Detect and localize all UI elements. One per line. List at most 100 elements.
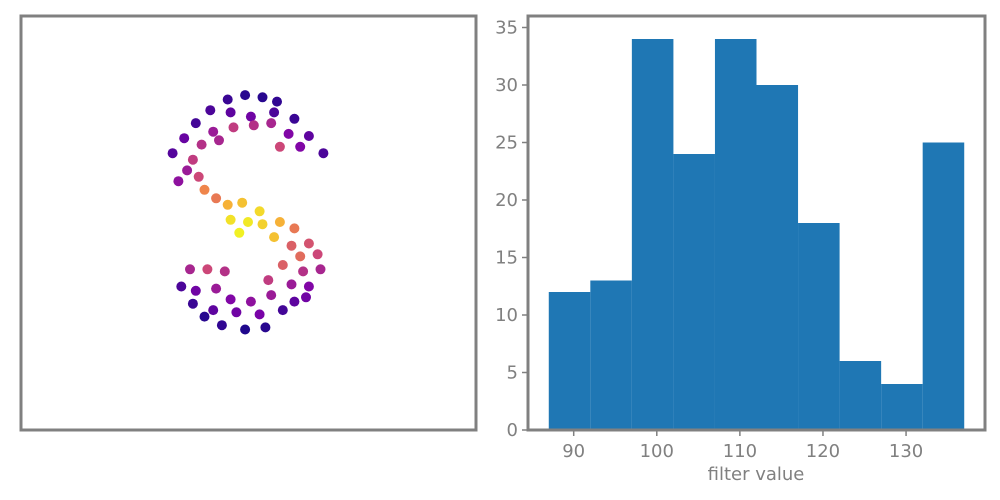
scatter-point-30 xyxy=(237,197,248,208)
scatter-point-43 xyxy=(277,260,288,270)
y-tick-label-5: 25 xyxy=(495,133,518,154)
scatter-point-40 xyxy=(303,238,314,249)
scatter-point-34 xyxy=(257,219,268,230)
scatter-point-4 xyxy=(205,105,216,116)
histogram-bar-4 xyxy=(714,39,757,430)
scatter-point-56 xyxy=(245,296,256,307)
scatter-point-25 xyxy=(193,171,204,182)
scatter-point-58 xyxy=(289,296,300,307)
scatter-point-17 xyxy=(196,139,207,150)
scatter-point-23 xyxy=(187,154,198,165)
scatter-point-39 xyxy=(286,240,297,251)
histogram-y-axis: 0 5 10 15 20 25 30 35 xyxy=(495,18,528,441)
scatter-point-37 xyxy=(234,227,245,238)
histogram-bar-5 xyxy=(756,85,799,430)
scatter-point-53 xyxy=(190,285,201,296)
scatter-point-46 xyxy=(202,264,213,275)
scatter-point-19 xyxy=(274,141,285,152)
scatter-point-20 xyxy=(295,141,306,152)
scatter-point-11 xyxy=(228,122,239,133)
scatter-point-28 xyxy=(211,193,222,204)
scatter-point-35 xyxy=(274,217,285,227)
scatter-point-54 xyxy=(211,283,222,294)
scatter-point-50 xyxy=(286,279,297,290)
scatter-point-61 xyxy=(208,305,219,316)
scatter-point-29 xyxy=(222,199,233,210)
scatter-point-49 xyxy=(263,275,274,286)
histogram-bar-2 xyxy=(631,39,674,430)
scatter-point-7 xyxy=(269,107,280,118)
scatter-point-68 xyxy=(199,311,210,322)
histogram-frame xyxy=(526,14,987,432)
scatter-point-62 xyxy=(231,307,242,318)
histogram-bars xyxy=(548,39,965,430)
scatter-point-5 xyxy=(225,107,236,118)
y-tick-label-6: 30 xyxy=(495,75,518,96)
scatter-point-51 xyxy=(303,281,314,292)
scatter-point-16 xyxy=(179,133,190,144)
scatter-point-47 xyxy=(219,266,230,277)
histogram-bar-3 xyxy=(673,154,715,430)
scatter-point-64 xyxy=(277,305,288,316)
histogram-bar-7 xyxy=(839,361,882,430)
scatter-point-59 xyxy=(301,292,311,303)
scatter-points xyxy=(167,90,329,335)
x-tick-label-0: 90 xyxy=(562,441,585,462)
scatter-point-24 xyxy=(182,165,193,176)
scatter-point-6 xyxy=(245,111,256,122)
scatter-point-1 xyxy=(240,90,251,101)
x-tick-label-4: 130 xyxy=(889,441,923,462)
scatter-point-13 xyxy=(266,118,277,129)
x-tick-label-1: 100 xyxy=(640,441,674,462)
scatter-point-41 xyxy=(295,251,306,262)
scatter-point-32 xyxy=(225,214,236,225)
scatter-point-21 xyxy=(318,148,329,159)
scatter-point-42 xyxy=(312,249,323,260)
histogram-bar-6 xyxy=(798,223,840,430)
scatter-frame xyxy=(19,14,478,432)
scatter-point-60 xyxy=(187,298,198,309)
histogram-bar-8 xyxy=(881,384,923,430)
scatter-point-8 xyxy=(289,113,300,124)
scatter-point-14 xyxy=(283,128,294,139)
scatter-point-48 xyxy=(185,264,195,275)
histogram-panel: 90 100 110 120 130 0 5 10 15 20 25 30 35 filter val… xyxy=(495,14,987,485)
scatter-point-38 xyxy=(269,232,280,243)
scatter-panel xyxy=(19,14,478,432)
scatter-point-31 xyxy=(254,206,265,217)
x-tick-label-2: 110 xyxy=(723,441,757,462)
scatter-point-22 xyxy=(167,148,178,159)
histogram-x-axis: 90 100 110 120 130 xyxy=(562,430,923,462)
scatter-point-33 xyxy=(243,217,253,227)
y-tick-label-2: 10 xyxy=(495,305,518,326)
y-tick-label-1: 5 xyxy=(507,363,518,384)
scatter-point-26 xyxy=(173,176,184,187)
scatter-point-27 xyxy=(199,184,210,195)
scatter-point-0 xyxy=(222,94,233,105)
scatter-point-2 xyxy=(257,92,268,103)
y-tick-label-4: 20 xyxy=(495,190,518,211)
scatter-point-3 xyxy=(272,96,282,107)
histogram-bar-9 xyxy=(922,142,965,430)
scatter-point-9 xyxy=(190,118,201,129)
scatter-point-10 xyxy=(208,126,219,137)
scatter-point-36 xyxy=(289,223,300,234)
scatter-point-63 xyxy=(254,309,265,320)
scatter-point-45 xyxy=(315,264,326,275)
y-tick-label-0: 0 xyxy=(507,420,518,441)
scatter-point-18 xyxy=(214,135,224,146)
y-tick-label-7: 35 xyxy=(495,18,518,39)
scatter-point-66 xyxy=(240,324,251,335)
y-tick-label-3: 15 xyxy=(495,248,518,269)
scatter-point-44 xyxy=(298,266,309,277)
scatter-point-55 xyxy=(225,294,236,305)
x-tick-label-3: 120 xyxy=(806,441,840,462)
scatter-point-15 xyxy=(303,131,314,141)
scatter-point-12 xyxy=(248,120,259,131)
scatter-point-57 xyxy=(266,290,277,301)
scatter-point-52 xyxy=(176,281,187,292)
histogram-bar-1 xyxy=(590,280,632,430)
scatter-point-65 xyxy=(216,320,227,331)
histogram-bar-0 xyxy=(548,292,591,430)
